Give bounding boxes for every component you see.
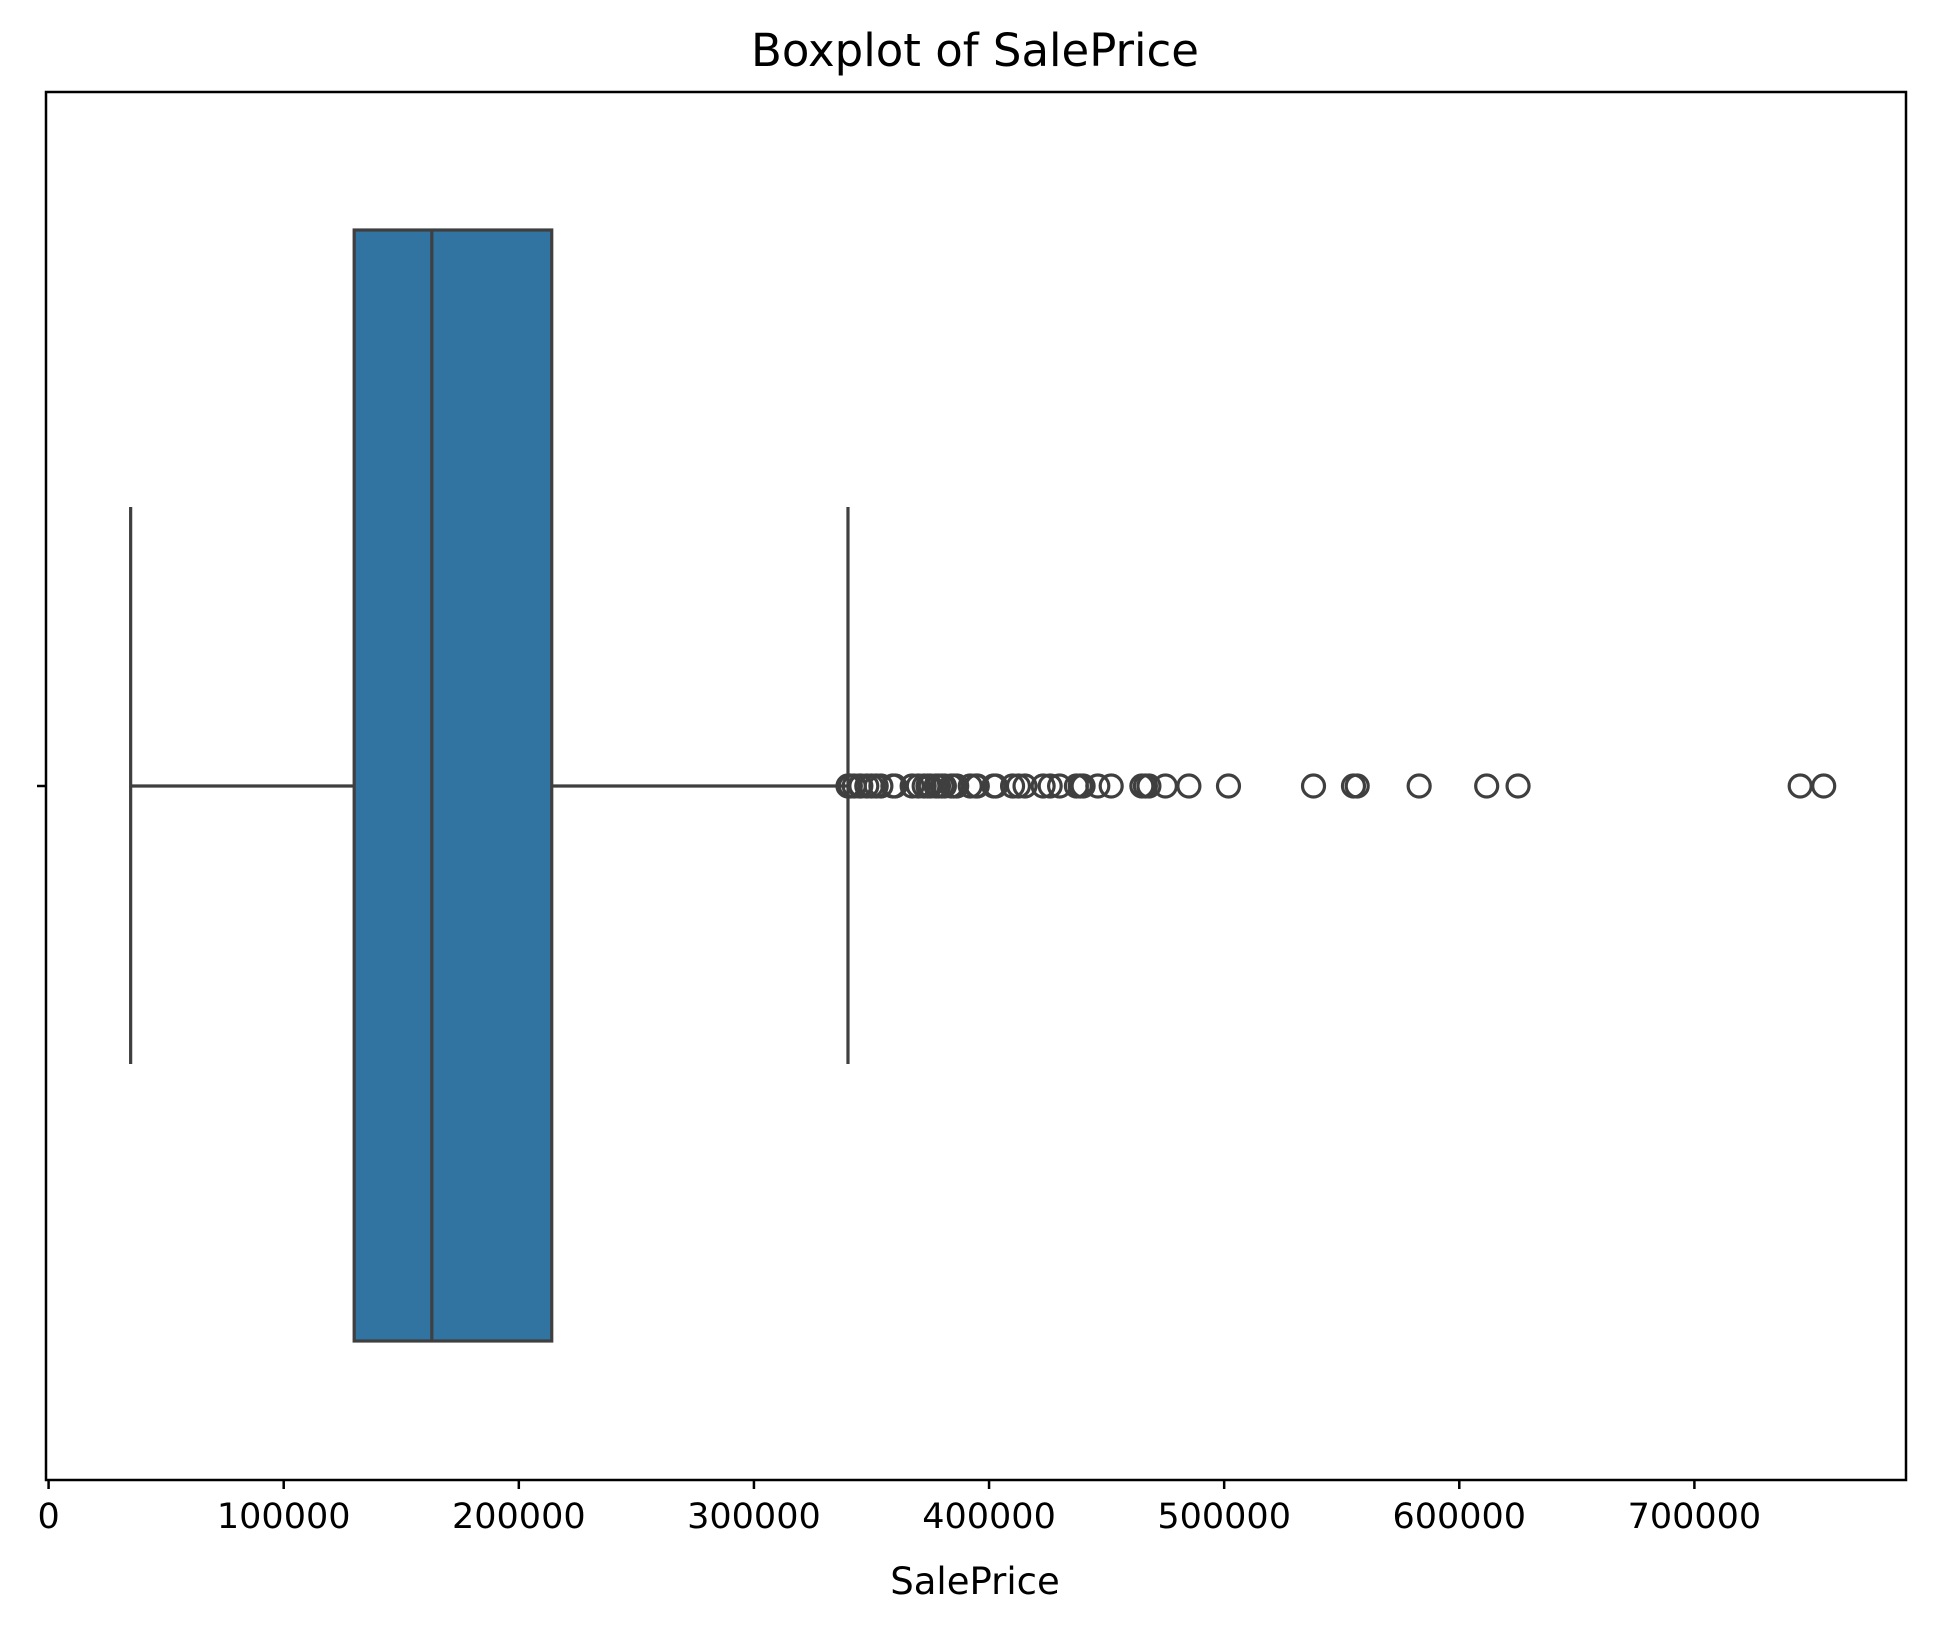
x-tick-label: 100000 — [217, 1497, 351, 1537]
outlier-point — [1012, 773, 1038, 799]
outlier-point — [1300, 773, 1327, 799]
x-tick-label: 400000 — [922, 1497, 1056, 1537]
x-axis: 0 100000 200000 300000 400000 500000 600000 700… — [37, 1480, 1761, 1537]
plot-marks — [129, 228, 1837, 1343]
outlier-point — [1215, 773, 1242, 799]
x-tick-label: 700000 — [1628, 1497, 1762, 1537]
chart-title: Boxplot of SalePrice — [751, 24, 1199, 77]
outlier-point — [1005, 773, 1032, 799]
outlier-point — [1176, 773, 1202, 799]
outlier-point — [964, 773, 990, 799]
outlier-point — [1811, 773, 1837, 799]
x-axis-label: SalePrice — [890, 1560, 1059, 1603]
outlier-point — [1406, 773, 1432, 799]
outlier-point — [1344, 773, 1370, 799]
outlier-point — [931, 773, 957, 799]
outlier-point — [1085, 773, 1111, 799]
x-tick-label: 300000 — [687, 1497, 821, 1537]
outlier-point — [868, 773, 894, 799]
outlier-point — [1505, 773, 1531, 799]
x-tick-label: 200000 — [452, 1497, 586, 1537]
x-tick-label: 600000 — [1392, 1497, 1526, 1537]
x-tick-label: 500000 — [1157, 1497, 1291, 1537]
outlier-point — [1098, 773, 1124, 799]
outlier-point — [1030, 773, 1056, 799]
outlier-point — [1037, 773, 1063, 799]
x-tick-label: 0 — [37, 1497, 59, 1537]
outlier-point — [1474, 773, 1500, 799]
outlier-point — [1070, 773, 1096, 799]
iqr-box — [352, 228, 554, 1343]
outlier-point — [1136, 773, 1162, 799]
